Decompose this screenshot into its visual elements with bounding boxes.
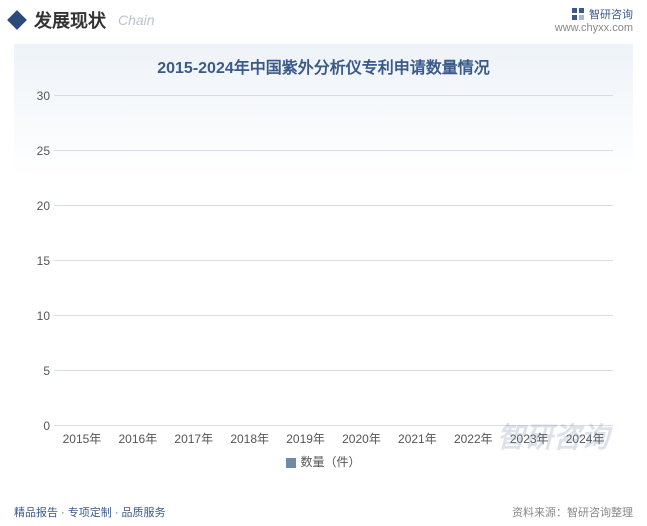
x-tick-label: 2024年: [557, 430, 613, 447]
footer-left: 精品报告 · 专项定制 · 品质服务: [14, 504, 166, 520]
x-tick-label: 2016年: [110, 430, 166, 447]
brand-name: 智研咨询: [589, 6, 633, 22]
chart-bars: [54, 96, 613, 426]
brand-row: 智研咨询: [555, 6, 633, 22]
x-tick-label: 2017年: [166, 430, 222, 447]
header-right: 智研咨询 www.chyxx.com: [555, 6, 633, 34]
brand-icon: [571, 7, 585, 21]
grid-line: [54, 315, 613, 316]
x-tick-label: 2020年: [334, 430, 390, 447]
header-subtitle: Chain: [118, 12, 155, 28]
x-tick-label: 2019年: [278, 430, 334, 447]
x-tick-label: 2022年: [445, 430, 501, 447]
grid-line: [54, 260, 613, 261]
y-tick-label: 10: [26, 309, 50, 323]
brand-url: www.chyxx.com: [555, 22, 633, 34]
y-tick-label: 20: [26, 199, 50, 213]
chart-plot-area: 051015202530: [54, 96, 613, 426]
header-title: 发展现状: [34, 7, 106, 33]
legend-label: 数量（件）: [300, 455, 360, 469]
page-footer: 精品报告 · 专项定制 · 品质服务 资料来源：智研咨询整理: [14, 504, 633, 520]
grid-line: [54, 205, 613, 206]
x-tick-label: 2015年: [54, 430, 110, 447]
header-left: 发展现状 Chain: [10, 7, 155, 33]
grid-line: [54, 370, 613, 371]
grid-line: [54, 95, 613, 96]
y-tick-label: 15: [26, 254, 50, 268]
x-tick-label: 2023年: [501, 430, 557, 447]
chart-title: 2015-2024年中国紫外分析仪专利申请数量情况: [24, 54, 623, 78]
grid-line: [54, 425, 613, 426]
y-tick-label: 5: [26, 364, 50, 378]
x-tick-label: 2018年: [222, 430, 278, 447]
y-tick-label: 0: [26, 419, 50, 433]
y-tick-label: 30: [26, 89, 50, 103]
diamond-icon: [7, 10, 27, 30]
chart-container: 2015-2024年中国紫外分析仪专利申请数量情况 051015202530 2…: [14, 44, 633, 484]
grid-line: [54, 150, 613, 151]
y-tick-label: 25: [26, 144, 50, 158]
chart-x-axis: 2015年2016年2017年2018年2019年2020年2021年2022年…: [54, 430, 613, 447]
x-tick-label: 2021年: [389, 430, 445, 447]
legend-swatch: [286, 458, 296, 468]
page-header: 发展现状 Chain 智研咨询 www.chyxx.com: [0, 0, 647, 38]
chart-legend: 数量（件）: [24, 453, 623, 470]
footer-right: 资料来源：智研咨询整理: [512, 504, 633, 520]
